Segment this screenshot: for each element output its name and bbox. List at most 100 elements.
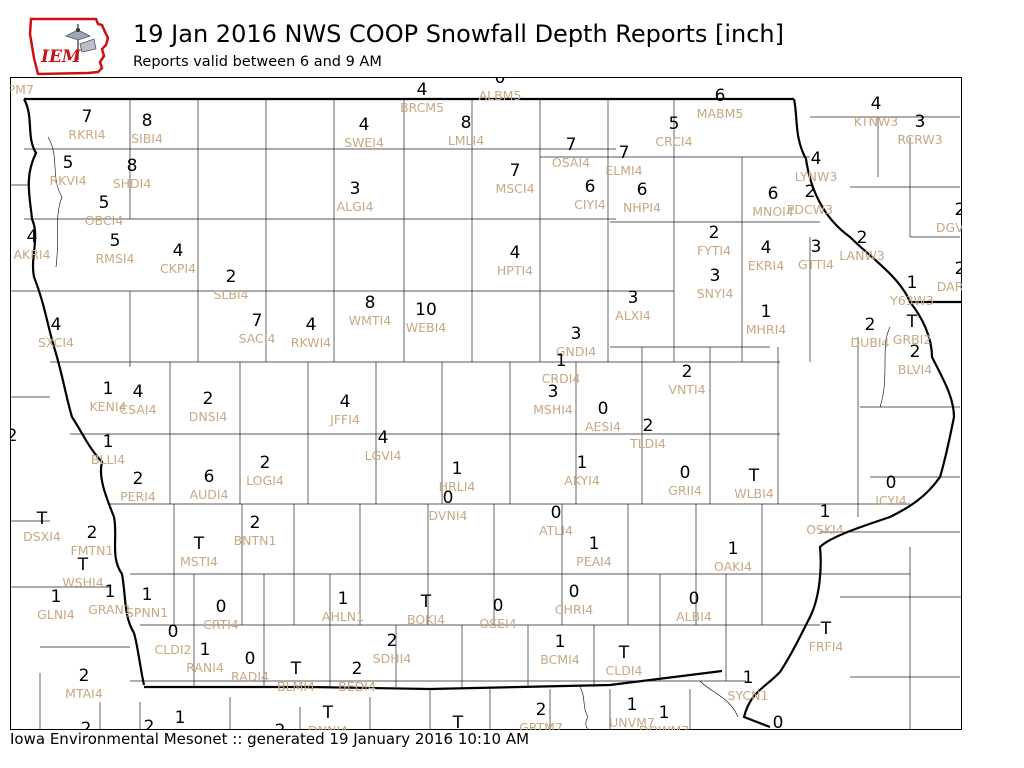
station-id: SXCI4 <box>38 335 74 350</box>
edge-value: 2 <box>144 717 155 730</box>
station-id: WLBI4 <box>734 486 774 501</box>
station-id: DUBI4 <box>851 335 890 350</box>
station-value: 10 <box>415 300 437 320</box>
station-value: 2 <box>865 315 876 335</box>
station-value: 1 <box>556 351 567 371</box>
station-value: 1 <box>103 379 114 399</box>
station-value: 2 <box>805 182 816 202</box>
station-id: LMLI4 <box>448 133 484 148</box>
station-id: SHDI4 <box>113 176 152 191</box>
station-id: DARW3 <box>937 279 962 294</box>
station-id: CSAI4 <box>119 402 156 417</box>
station-value: 1 <box>555 632 566 652</box>
station-value: 1 <box>589 534 600 554</box>
station-id: OSAI4 <box>552 155 590 170</box>
station-value: 0 <box>495 77 506 88</box>
station-id: RMSI4 <box>95 251 134 266</box>
station-value: 3 <box>811 237 822 257</box>
station-id: RADI4 <box>231 669 269 684</box>
station-value: 4 <box>340 392 351 412</box>
station-id: RKRI4 <box>68 127 105 142</box>
station-value: 1 <box>200 640 211 660</box>
station-value: 1 <box>51 587 62 607</box>
station-id: PDCW3 <box>787 202 833 217</box>
station-value: T <box>10 77 16 82</box>
station-value: 4 <box>871 94 882 114</box>
station-id: SNYI4 <box>697 286 734 301</box>
station-id: CIYI4 <box>574 197 606 212</box>
station-id: LANW3 <box>839 248 884 263</box>
station-id: BLMI4 <box>277 679 315 694</box>
station-value: 1 <box>577 453 588 473</box>
station-id: MSCI4 <box>495 181 534 196</box>
station-id: CLDI2 <box>155 642 192 657</box>
station-value: 1 <box>627 695 638 715</box>
station-id: KENI4 <box>89 399 126 414</box>
station-value: 5 <box>63 153 74 173</box>
station-value: 3 <box>915 112 926 132</box>
station-value: 2 <box>352 659 363 679</box>
station-value: T <box>290 659 302 679</box>
station-value: 2 <box>857 228 868 248</box>
station-value: T <box>193 534 205 554</box>
station-value: 2 <box>387 631 398 651</box>
station-value: 1 <box>452 459 463 479</box>
station-value: 4 <box>133 382 144 402</box>
station-value: 5 <box>110 231 121 251</box>
station-value: T <box>322 703 334 723</box>
station-id: TLDI4 <box>629 436 666 451</box>
station-value: 2 <box>536 700 547 720</box>
station-value: 1 <box>728 539 739 559</box>
station-value: 7 <box>82 107 93 127</box>
station-value: 4 <box>761 238 772 258</box>
station-id: LOGI4 <box>246 473 284 488</box>
station-id: GNDI4 <box>556 344 596 359</box>
station-value: 8 <box>142 111 153 131</box>
map-header: IEM 19 Jan 2016 NWS COOP Snowfall Depth … <box>0 0 1024 76</box>
station-id: CRCI4 <box>655 134 692 149</box>
station-value: 8 <box>365 293 376 313</box>
station-report: 2DGVW3 <box>936 200 962 235</box>
station-value: 4 <box>51 315 62 335</box>
station-value: 1 <box>761 302 772 322</box>
station-id: MSHI4 <box>533 402 573 417</box>
station-id: WMTI4 <box>349 313 391 328</box>
station-value: 4 <box>510 243 521 263</box>
station-id: GRII4 <box>668 483 702 498</box>
station-value: 1 <box>105 582 116 602</box>
station-id: OAKI4 <box>714 559 752 574</box>
station-value: 2 <box>260 453 271 473</box>
station-value: 4 <box>27 227 38 247</box>
station-value: 6 <box>204 467 215 487</box>
